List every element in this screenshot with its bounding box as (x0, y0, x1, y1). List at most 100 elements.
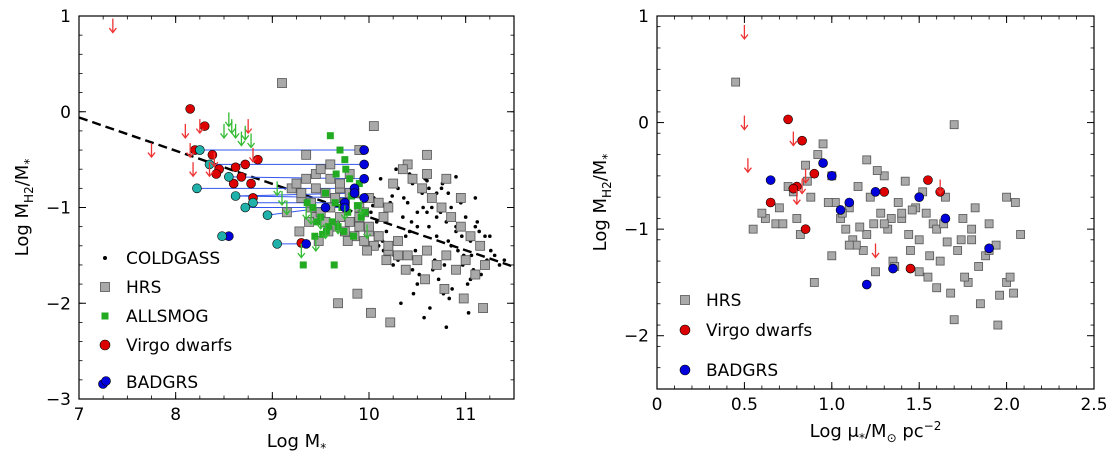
legend-item: ALLSMOG (101, 307, 209, 327)
upper-limit-green-head (334, 228, 343, 235)
coldgass-point (390, 194, 395, 198)
allsmog-point (350, 232, 358, 240)
upper-limit-green-head (231, 133, 240, 139)
coldgass-point (427, 224, 431, 229)
hrs-point (458, 293, 469, 304)
hrs-point (373, 231, 384, 242)
x-tick-label: 8 (170, 405, 181, 425)
hrs-point (995, 290, 1005, 300)
x-axis-title: Log M* (267, 431, 326, 455)
coldgass-point (425, 210, 429, 215)
upper-limit-green-head (340, 214, 349, 221)
hrs-point (862, 230, 872, 239)
virgo-point (765, 197, 776, 208)
hrs-point (818, 139, 828, 149)
coldgass-point (421, 205, 425, 210)
legend-label: BADGRS (706, 361, 778, 381)
upper-limit-red-head (871, 252, 880, 259)
hrs-point (393, 250, 403, 261)
badgrs-low-point (217, 231, 227, 242)
axis-title-part: −2 (924, 419, 942, 433)
hrs-point (967, 224, 977, 234)
legend-label: HRS (706, 291, 741, 311)
upper-limit-green-head (227, 128, 236, 135)
hrs-point (388, 178, 399, 189)
legend-label: Virgo dwarfs (126, 336, 232, 356)
legend-marker (101, 312, 109, 320)
upper-limit-green-head (306, 219, 316, 226)
coldgass-point (434, 234, 439, 239)
legend-marker (103, 256, 107, 260)
hrs-point (364, 221, 374, 232)
hrs-point (897, 208, 907, 218)
x-axis-title: Log μ*/M⊙ pc−2 (810, 419, 942, 445)
upper-limit-green (241, 125, 250, 141)
allsmog-point (346, 175, 354, 183)
hrs-point (373, 197, 384, 208)
hrs-point (949, 120, 959, 130)
virgo-point (228, 178, 239, 189)
hrs-point (478, 303, 488, 313)
coldgass-point (489, 248, 493, 253)
upper-limit-red-head (210, 161, 219, 168)
allsmog-point (331, 199, 339, 207)
legend-item: BADGRS (679, 361, 778, 381)
allsmog-point (313, 218, 321, 226)
upper-limit-green (357, 200, 366, 216)
x-tick-label: 11 (455, 405, 477, 425)
allsmog-point (332, 170, 340, 178)
upper-limit-red-head (186, 152, 195, 159)
upper-limit-green-head (282, 209, 291, 216)
coldgass-point (444, 325, 449, 329)
badgrs-point (826, 171, 837, 181)
hrs-point (446, 212, 457, 222)
coldgass-point (422, 315, 426, 320)
upper-limit-green-head (237, 140, 246, 147)
hrs-point (455, 193, 466, 203)
hrs-point (451, 264, 461, 275)
coldgass-point (415, 282, 420, 286)
coldgass-point (473, 224, 478, 229)
virgo-point (236, 172, 247, 182)
hrs-point (342, 236, 353, 246)
legend-label: BADGRS (126, 373, 198, 393)
hrs-point (441, 173, 452, 184)
x-tick-label: 10 (358, 405, 380, 425)
axis-title-part: Log M (590, 198, 611, 251)
y-tick-label: −2 (624, 327, 649, 347)
hrs-point (362, 245, 372, 256)
badgrs-low-point (224, 172, 234, 182)
hrs-point (932, 224, 942, 234)
hrs-point (876, 208, 886, 218)
hrs-point (422, 245, 432, 256)
hrs-point (366, 307, 376, 318)
hrs-point (792, 214, 802, 223)
upper-limit-red-head (195, 128, 204, 135)
coldgass-point (449, 244, 453, 248)
upper-limit-red (181, 123, 190, 139)
allsmog-point (322, 227, 330, 235)
upper-limit-green (302, 205, 311, 221)
upper-limit-green (227, 119, 236, 135)
hrs-point (296, 188, 307, 199)
allsmog-point (326, 132, 334, 140)
upper-limit-red-head (789, 140, 798, 147)
allsmog-point (361, 208, 369, 216)
upper-limit-red (205, 162, 214, 178)
coldgass-point (446, 239, 451, 243)
hrs-point (431, 260, 442, 270)
hrs-point (923, 272, 933, 282)
hrs-point (402, 250, 413, 261)
hrs-point (381, 255, 392, 266)
allsmog-point (303, 199, 311, 207)
upper-limit-red (740, 24, 749, 41)
upper-limit-red-head (108, 27, 117, 34)
hrs-point (465, 231, 476, 242)
coldgass-point (428, 306, 432, 310)
virgo-point (230, 162, 241, 173)
axis-title-part: * (22, 159, 36, 165)
virgo-point (211, 169, 222, 179)
hrs-point (731, 77, 741, 87)
hrs-point (1010, 198, 1020, 207)
hrs-point (354, 221, 365, 232)
